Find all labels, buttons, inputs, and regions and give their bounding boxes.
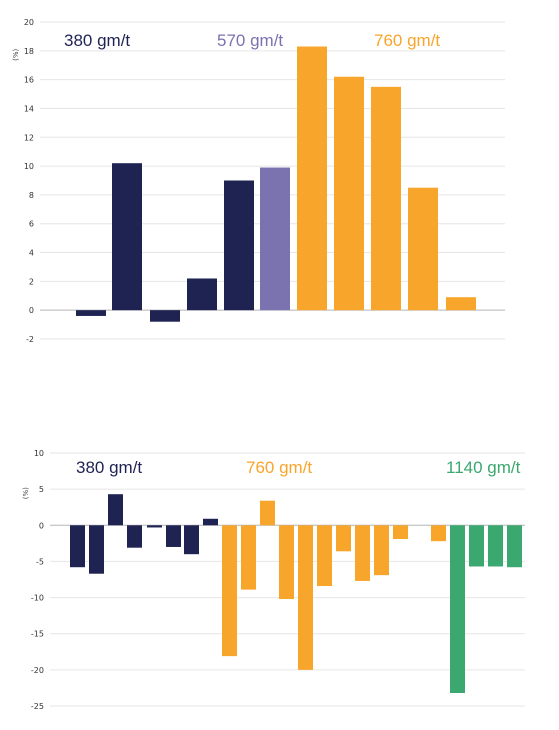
bar: [488, 525, 503, 567]
bar: [112, 163, 142, 311]
bar: [203, 518, 218, 526]
y-tick-label: -15: [31, 630, 44, 639]
y-tick-label: 16: [24, 76, 34, 85]
bar: [393, 525, 408, 540]
bar: [127, 525, 142, 548]
group-label: 570 gm/t: [217, 31, 283, 50]
y-tick-label: 6: [29, 220, 34, 229]
bar: [355, 525, 370, 581]
y-tick-label: 20: [24, 18, 34, 27]
bar: [371, 86, 401, 311]
y-tick-label: 4: [29, 249, 34, 258]
group-label: 760 gm/t: [246, 458, 312, 477]
y-tick-label: 2: [29, 277, 34, 286]
bar: [147, 525, 162, 528]
y-tick-label: -2: [26, 335, 34, 344]
bar: [70, 525, 85, 568]
y-axis-label: (%): [22, 487, 30, 499]
bar: [260, 167, 290, 311]
bar: [297, 46, 327, 311]
group-label: 380 gm/t: [76, 458, 142, 477]
bar: [89, 525, 104, 574]
bar: [446, 297, 476, 311]
y-tick-label: 12: [24, 133, 34, 142]
bar: [241, 525, 256, 590]
group-label: 1140 gm/t: [446, 458, 521, 477]
group-label: 760 gm/t: [374, 31, 440, 50]
bar: [408, 187, 438, 311]
bar: [317, 525, 332, 587]
bar: [224, 180, 254, 311]
y-tick-label: -20: [31, 666, 44, 675]
bar: [150, 310, 180, 322]
bar: [334, 76, 364, 311]
y-tick-label: 0: [39, 521, 44, 530]
y-tick-label: -10: [31, 594, 44, 603]
y-tick-label: 18: [24, 47, 34, 56]
bar: [431, 525, 446, 542]
bar: [260, 500, 275, 526]
chart-2: 10 5 0 -5 -10 -15 -20 -25 (%) 380 gm/t 760 gm/t 114…: [22, 449, 525, 711]
bar: [279, 525, 294, 600]
y-tick-label: 10: [24, 162, 34, 171]
y-tick-label: -5: [36, 557, 44, 566]
bar: [76, 310, 106, 316]
bar: [184, 525, 199, 555]
y-tick-label: -25: [31, 702, 44, 711]
y-tick-label: 8: [29, 191, 34, 200]
bar: [336, 525, 351, 552]
bar: [187, 278, 217, 311]
y-axis-label: (%): [12, 48, 20, 60]
bar: [507, 525, 522, 568]
y-tick-label: 0: [29, 306, 34, 315]
y-tick-label: 14: [24, 104, 34, 113]
bar: [108, 494, 123, 526]
y-tick-label: 10: [34, 449, 44, 458]
bar: [222, 525, 237, 657]
bar: [374, 525, 389, 576]
y-tick-label: 5: [39, 485, 44, 494]
bar: [166, 525, 181, 547]
bar: [450, 525, 465, 693]
bar: [469, 525, 484, 567]
bar: [298, 525, 313, 670]
group-label: 380 gm/t: [64, 31, 130, 50]
